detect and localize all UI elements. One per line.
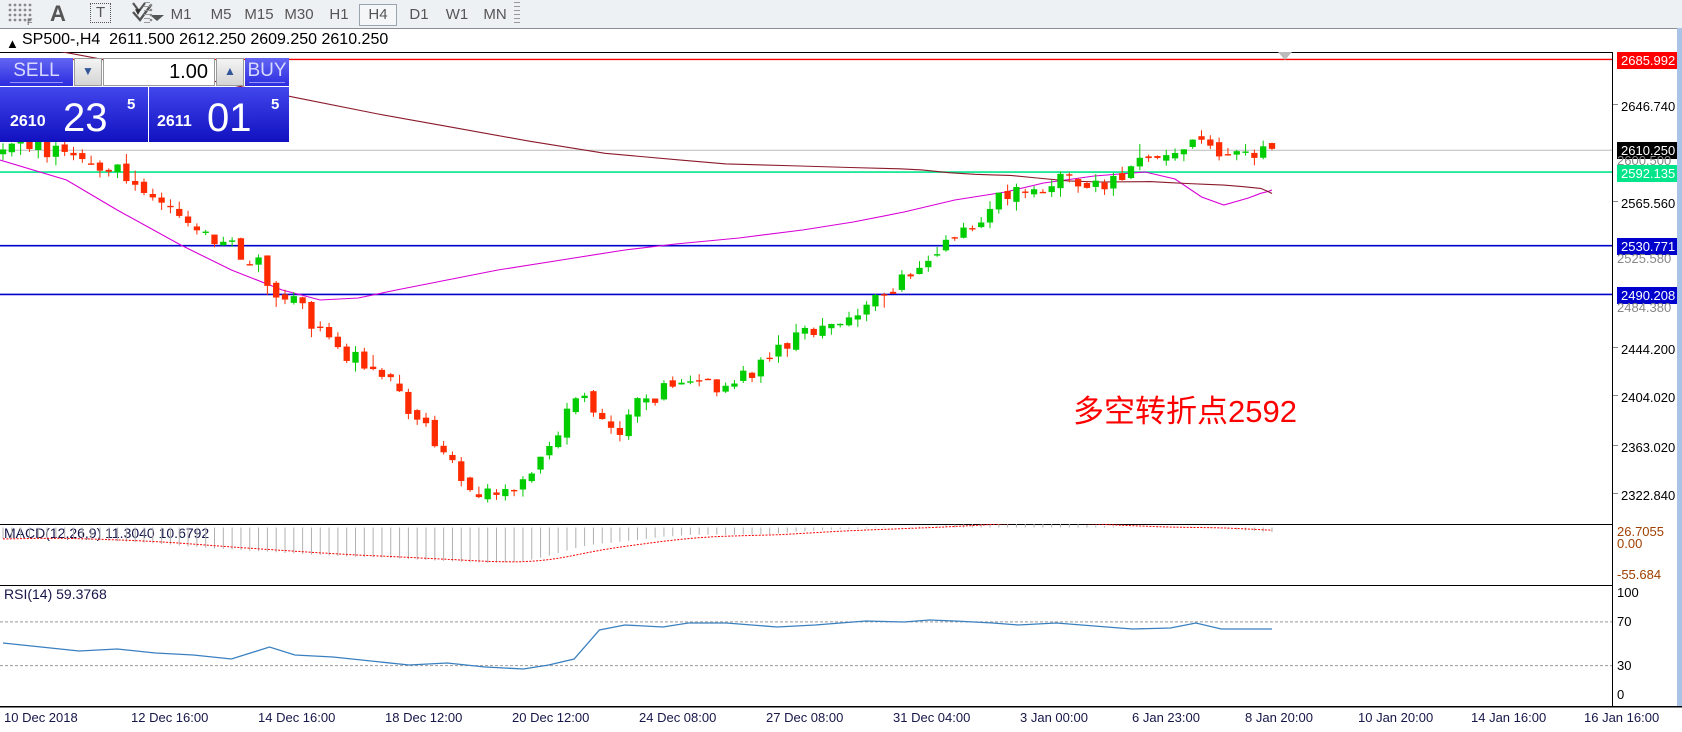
svg-text:多空转折点2592: 多空转折点2592 <box>1073 394 1297 429</box>
svg-text:F: F <box>27 17 33 25</box>
